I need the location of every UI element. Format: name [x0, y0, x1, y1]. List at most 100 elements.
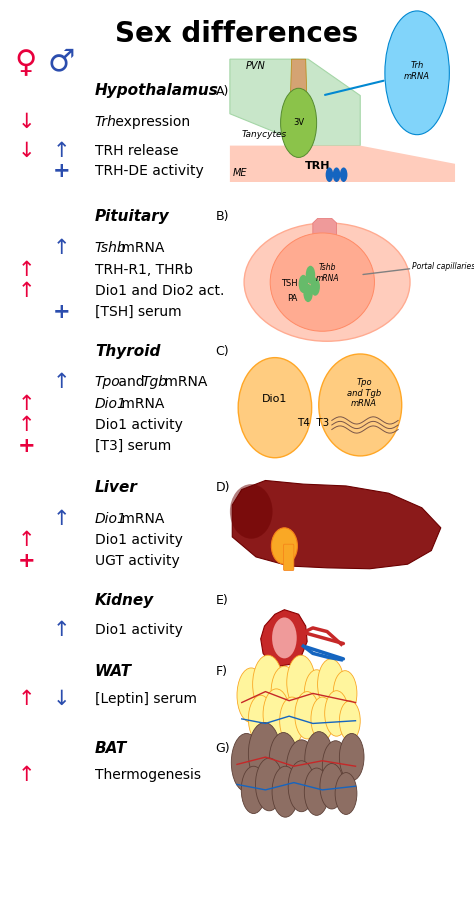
Text: Dio1: Dio1 — [95, 397, 127, 411]
Circle shape — [304, 768, 329, 815]
Ellipse shape — [271, 528, 298, 564]
Text: TSH: TSH — [281, 279, 298, 288]
Circle shape — [248, 695, 273, 743]
Text: Tpo
and Tgb
mRNA: Tpo and Tgb mRNA — [347, 379, 381, 408]
Text: Portal capillaries: Portal capillaries — [412, 262, 474, 271]
Text: Tanycytes: Tanycytes — [242, 130, 287, 139]
Circle shape — [325, 691, 348, 736]
Text: TRH-DE activity: TRH-DE activity — [95, 164, 203, 178]
Circle shape — [339, 733, 364, 781]
Text: ↓: ↓ — [18, 112, 35, 132]
Text: ♂: ♂ — [48, 47, 75, 76]
Text: [Leptin] serum: [Leptin] serum — [95, 692, 197, 706]
Text: PVN: PVN — [246, 62, 266, 71]
Circle shape — [310, 278, 320, 296]
Text: Sex differences: Sex differences — [115, 20, 359, 47]
Ellipse shape — [319, 354, 402, 456]
Polygon shape — [232, 480, 441, 569]
Text: +: + — [53, 302, 71, 322]
Text: G): G) — [216, 742, 230, 754]
Circle shape — [333, 167, 340, 182]
Circle shape — [287, 655, 315, 710]
Text: Liver: Liver — [95, 480, 137, 495]
Ellipse shape — [272, 617, 297, 659]
Text: ↑: ↑ — [18, 689, 35, 709]
Ellipse shape — [270, 233, 374, 331]
Text: Kidney: Kidney — [95, 593, 154, 608]
Text: Dio1: Dio1 — [262, 394, 288, 403]
Text: F): F) — [216, 665, 228, 678]
Text: +: + — [17, 551, 35, 571]
Text: TRH-R1, THRb: TRH-R1, THRb — [95, 263, 193, 278]
FancyBboxPatch shape — [283, 544, 294, 571]
Text: 3V: 3V — [293, 118, 304, 127]
Text: [T3] serum: [T3] serum — [95, 439, 171, 453]
Text: Dio1 activity: Dio1 activity — [95, 532, 182, 547]
Circle shape — [231, 733, 262, 792]
Circle shape — [299, 275, 308, 293]
Text: Tshb
mRNA: Tshb mRNA — [315, 263, 339, 283]
Text: ↑: ↑ — [53, 141, 70, 161]
Text: +: + — [53, 161, 71, 181]
Circle shape — [304, 670, 329, 717]
Polygon shape — [230, 146, 455, 182]
Text: ↓: ↓ — [18, 141, 35, 161]
Circle shape — [288, 761, 315, 812]
Text: ↑: ↑ — [18, 415, 35, 435]
Circle shape — [339, 701, 360, 741]
Text: TRH release: TRH release — [95, 144, 178, 158]
Polygon shape — [230, 59, 360, 146]
Text: Dio1 and Dio2 act.: Dio1 and Dio2 act. — [95, 284, 224, 298]
Text: ↑: ↑ — [18, 281, 35, 301]
Text: D): D) — [216, 481, 230, 494]
Text: E): E) — [216, 594, 228, 607]
Circle shape — [281, 88, 317, 157]
Circle shape — [263, 689, 290, 740]
Text: Hypothalamus: Hypothalamus — [95, 84, 219, 98]
Polygon shape — [313, 218, 337, 237]
Text: A): A) — [216, 85, 229, 97]
Text: UGT activity: UGT activity — [95, 553, 180, 568]
Circle shape — [269, 733, 298, 787]
Ellipse shape — [230, 484, 273, 539]
Text: ↑: ↑ — [53, 372, 70, 392]
Text: T4  T3: T4 T3 — [297, 419, 329, 428]
Circle shape — [340, 167, 347, 182]
Circle shape — [303, 284, 313, 302]
Text: Pituitary: Pituitary — [95, 209, 170, 224]
Circle shape — [335, 773, 357, 814]
Ellipse shape — [244, 223, 410, 341]
Polygon shape — [261, 610, 307, 666]
Text: ↑: ↑ — [18, 765, 35, 785]
Text: Tgb: Tgb — [141, 375, 167, 389]
Text: Tpo: Tpo — [95, 375, 120, 389]
Circle shape — [333, 671, 357, 716]
FancyArrowPatch shape — [363, 268, 410, 275]
Circle shape — [237, 668, 265, 723]
Text: Dio1: Dio1 — [95, 511, 127, 526]
Text: ME: ME — [233, 168, 248, 177]
Text: mRNA: mRNA — [117, 240, 164, 255]
Circle shape — [385, 11, 449, 135]
Text: Dio1 activity: Dio1 activity — [95, 622, 182, 637]
Text: Thermogenesis: Thermogenesis — [95, 768, 201, 783]
Circle shape — [286, 740, 317, 798]
Text: ♀: ♀ — [15, 49, 37, 78]
Text: and: and — [114, 375, 149, 389]
Circle shape — [326, 167, 333, 182]
Circle shape — [280, 697, 304, 744]
Text: WAT: WAT — [95, 664, 132, 679]
Text: Dio1 activity: Dio1 activity — [95, 418, 182, 432]
Ellipse shape — [238, 358, 311, 458]
Circle shape — [311, 697, 334, 741]
Text: Trh
mRNA: Trh mRNA — [404, 61, 430, 81]
Text: ↑: ↑ — [18, 530, 35, 550]
Circle shape — [253, 655, 283, 713]
Circle shape — [248, 723, 281, 784]
Text: ↑: ↑ — [18, 260, 35, 280]
Circle shape — [305, 732, 333, 786]
Text: ↑: ↑ — [53, 238, 70, 258]
Text: [TSH] serum: [TSH] serum — [95, 305, 182, 319]
Circle shape — [320, 763, 344, 809]
Circle shape — [306, 266, 315, 284]
